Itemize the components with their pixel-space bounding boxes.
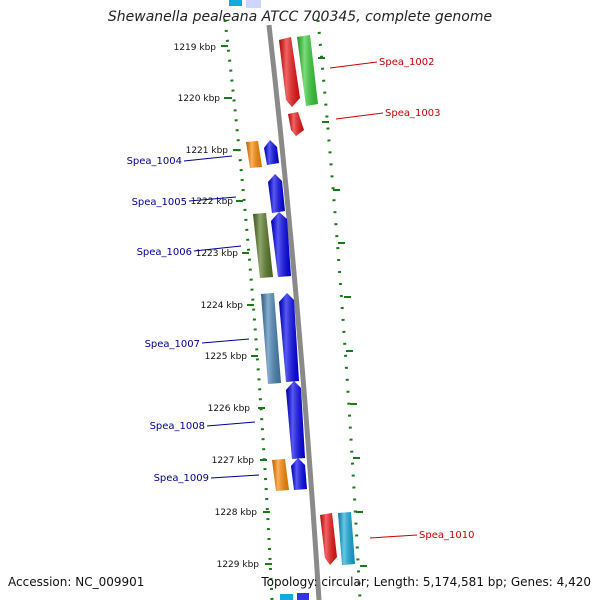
gene-label-spea-1005[interactable]: Spea_1005 [132, 197, 187, 208]
tick-label: 1220 kbp [178, 94, 221, 104]
gene-spea-1008[interactable] [286, 381, 305, 459]
gene-label-spea-1002[interactable]: Spea_1002 [379, 57, 434, 68]
gene-spea-1003[interactable] [288, 112, 304, 136]
gene-spea-1010[interactable] [320, 513, 337, 565]
cog-spea-1010 [338, 512, 355, 565]
tick-label: 1225 kbp [205, 352, 248, 362]
gene-spea-1005[interactable] [268, 174, 285, 213]
genome-backbone [266, 24, 322, 600]
gene-spea-1004[interactable] [264, 140, 279, 165]
cog-spea-1009 [272, 459, 289, 491]
gene-label-spea-1006[interactable]: Spea_1006 [137, 247, 192, 258]
gene-spea-1009[interactable] [291, 458, 307, 490]
minus-label-lines [183, 155, 260, 479]
gene-label-spea-1009[interactable]: Spea_1009 [154, 473, 209, 484]
tick-label: 1219 kbp [174, 43, 217, 53]
cog-spea-1006 [253, 213, 273, 278]
tick-label: 1227 kbp [212, 456, 255, 466]
gene-label-spea-1007[interactable]: Spea_1007 [145, 339, 200, 350]
gene-label-spea-1008[interactable]: Spea_1008 [150, 421, 205, 432]
plus-strand-ticks [318, 57, 367, 567]
accession-text: Accession: NC_009901 [8, 575, 145, 589]
tick-label: 1224 kbp [201, 301, 244, 311]
gene-label-spea-1003[interactable]: Spea_1003 [385, 108, 440, 119]
cog-spea-1007 [261, 293, 281, 384]
gene-label-spea-1010[interactable]: Spea_1010 [419, 530, 474, 541]
gene-spea-1007[interactable] [279, 293, 299, 382]
tick-label: 1229 kbp [217, 560, 260, 570]
genome-summary-text: Topology: circular; Length: 5,174,581 bp… [261, 575, 591, 589]
gene-label-spea-1004[interactable]: Spea_1004 [127, 156, 182, 167]
partial-feature-top-left [229, 0, 242, 6]
partial-feature-top-mid [246, 0, 261, 8]
gene-spea-1006[interactable] [271, 212, 291, 277]
tick-label: 1228 kbp [215, 508, 258, 518]
tick-label: 1222 kbp [191, 197, 234, 207]
tick-label: 1223 kbp [196, 249, 239, 259]
cog-spea-1002 [297, 35, 318, 106]
cog-spea-1004 [246, 141, 262, 168]
tick-label: 1226 kbp [208, 404, 251, 414]
plus-label-lines [329, 61, 418, 539]
partial-feature-bottom-left [280, 594, 293, 600]
minus-strand-ticks [221, 45, 272, 565]
tick-label: 1221 kbp [186, 146, 229, 156]
map-title: Shewanella pealeana ATCC 700345, complet… [107, 9, 493, 25]
gene-spea-1002[interactable] [279, 37, 300, 107]
partial-feature-bottom-mid [297, 593, 309, 600]
